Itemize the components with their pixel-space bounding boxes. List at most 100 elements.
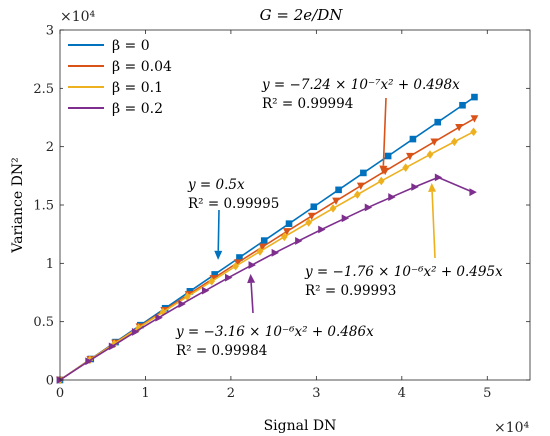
annotation-arrow [250, 282, 254, 314]
data-point [378, 176, 385, 186]
annotation-r2: R² = 0.99994 [262, 96, 353, 112]
x-tick-label: 0 [56, 386, 64, 401]
data-point [455, 124, 463, 132]
data-point [356, 182, 365, 190]
legend: β = 0 β = 0.04 β = 0.1 β = 0.2 [63, 35, 191, 135]
data-point [108, 342, 117, 351]
chart-title: G = 2e/DN [260, 6, 344, 24]
data-point [236, 254, 243, 261]
data-point [225, 273, 233, 282]
y-tick-label: 1.5 [33, 199, 54, 214]
annotation-1: y = −7.24 × 10⁻⁷x² + 0.498x R² = 0.99994 [261, 77, 460, 175]
data-point [459, 101, 466, 109]
legend-entry: β = 0.04 [68, 59, 172, 75]
data-point [232, 261, 239, 271]
data-point [329, 204, 337, 213]
annotation-0: y = 0.5x R² = 0.99995 [187, 177, 279, 260]
legend-label: β = 0.1 [112, 80, 163, 96]
annotation-r2: R² = 0.99993 [305, 283, 396, 299]
data-point [201, 286, 210, 295]
data-point [233, 259, 242, 267]
annotation-r2: R² = 0.99984 [176, 343, 267, 359]
data-point [470, 127, 477, 137]
data-point [209, 275, 218, 283]
y-tick-label: 0 [46, 374, 54, 389]
data-point [211, 271, 218, 278]
data-point [248, 261, 256, 269]
data-point [208, 277, 215, 286]
data-point [135, 323, 142, 333]
data-point [271, 248, 280, 257]
data-point [318, 225, 326, 234]
data-point [469, 188, 477, 197]
data-point [310, 203, 318, 211]
data-point [155, 313, 163, 322]
annotation-layer: y = 0.5x R² = 0.99995 y = −7.24 × 10⁻⁷x² +… [175, 77, 503, 359]
annotation-equation: y = −3.16 × 10⁻⁶x² + 0.486x [175, 324, 374, 340]
axes-layer: 0 1 2 3 4 5 0 0.5 1 1.5 2 2.5 3 [33, 24, 530, 401]
y-tick-label: 0.5 [33, 315, 54, 330]
annotation-arrow [217, 209, 220, 251]
legend-entry: β = 0 [68, 38, 150, 54]
data-point [406, 152, 414, 161]
data-point [364, 203, 373, 212]
x-exponent-label: ×10⁴ [494, 420, 530, 436]
data-point [470, 115, 479, 123]
y-tick-label: 1 [46, 257, 54, 272]
data-point [85, 357, 93, 366]
data-point [282, 228, 291, 236]
data-point [256, 247, 264, 256]
legend-label: β = 0 [112, 38, 150, 54]
data-point [335, 186, 342, 194]
annotation-arrowhead [428, 182, 437, 192]
data-point [434, 118, 442, 126]
series-layer [56, 93, 479, 385]
y-tick-label: 2.5 [33, 82, 54, 97]
data-point [471, 93, 478, 101]
series-line [59, 176, 474, 381]
annotation-equation: y = −7.24 × 10⁻⁷x² + 0.498x [261, 77, 460, 93]
x-tick-label: 3 [312, 386, 320, 401]
legend-entry: β = 0.1 [68, 80, 163, 96]
data-point [402, 163, 409, 172]
y-axis-label: Variance DN² [10, 157, 26, 253]
data-point [430, 138, 439, 146]
y-exponent-label: ×10⁴ [60, 9, 96, 25]
data-point [184, 292, 191, 301]
x-tick-label: 2 [227, 386, 235, 401]
annotation-arrow [382, 97, 387, 166]
legend-label: β = 0.04 [112, 59, 172, 75]
data-point [260, 237, 268, 244]
x-tick-label: 5 [483, 386, 491, 401]
data-point [285, 220, 293, 227]
x-tick-label: 4 [398, 386, 406, 401]
legend-entry: β = 0.2 [68, 101, 163, 117]
data-point [332, 197, 340, 206]
data-point [384, 152, 392, 160]
data-point [295, 237, 303, 245]
annotation-equation: y = −1.76 × 10⁻⁶x² + 0.495x [304, 264, 503, 280]
data-point [258, 243, 267, 251]
annotation-arrowhead [214, 250, 223, 260]
y-tick-label: 2 [46, 140, 54, 155]
annotation-r2: R² = 0.99995 [188, 196, 279, 212]
annotation-arrow [431, 191, 436, 259]
data-point [341, 214, 350, 223]
series-3 [56, 173, 477, 384]
data-point [307, 212, 316, 221]
data-point [305, 218, 312, 227]
data-point [360, 169, 367, 177]
data-point [411, 183, 419, 191]
data-point [434, 173, 443, 182]
data-point [281, 232, 288, 242]
data-point [388, 193, 396, 201]
legend-label: β = 0.2 [112, 101, 163, 117]
annotation-arrowhead [247, 273, 256, 284]
x-axis-label: Signal DN [264, 418, 337, 434]
x-tick-label: 1 [141, 386, 149, 401]
data-point [451, 137, 458, 147]
y-tick-label: 3 [46, 24, 54, 39]
legend-box [63, 35, 191, 135]
data-point [409, 135, 417, 143]
